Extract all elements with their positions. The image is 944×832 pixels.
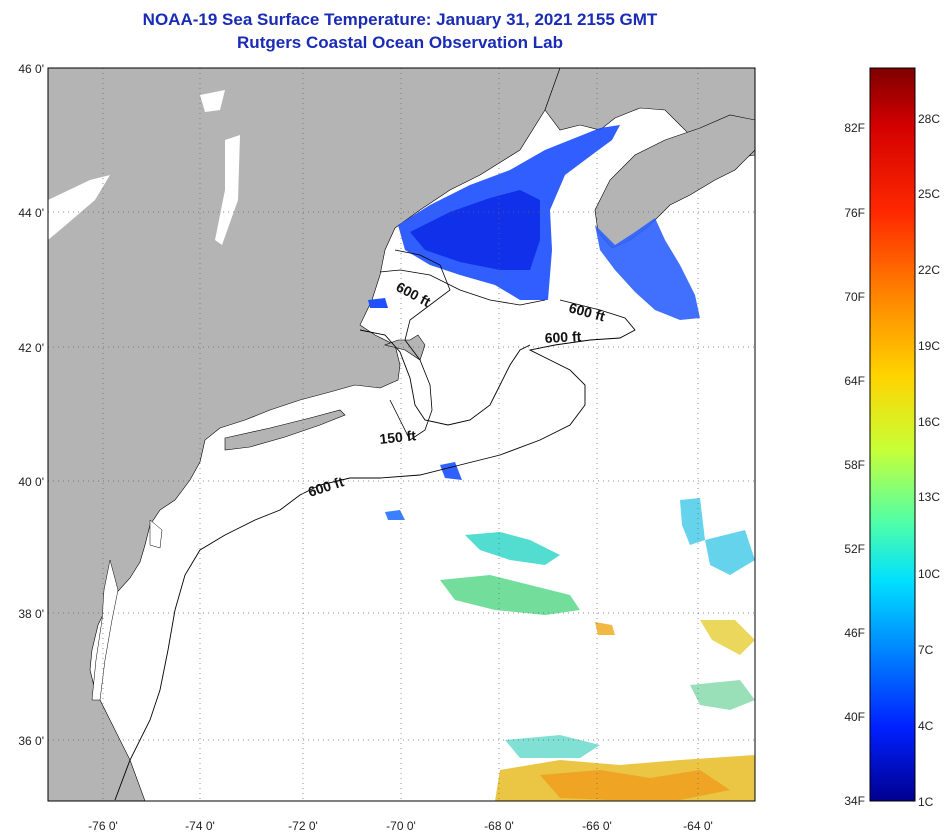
colorbar-c-label: 28C [918,112,940,126]
lon-tick-label: -66 0' [582,819,612,832]
sst-gulf-of-maine-dark [410,190,540,270]
colorbar-c-label: 1C [918,795,934,809]
contour-600ft [359,329,531,426]
lon-axis: -76 0' -74 0' -72 0' -70 0' -68 0' -66 0… [88,819,713,832]
lat-tick-label: 44 0' [18,206,44,220]
lon-tick-label: -76 0' [88,819,118,832]
sst-gulfstream-patch [680,498,705,545]
lat-tick-label: 38 0' [18,607,44,621]
colorbar-f-labels: 82F 76F 70F 64F 58F 52F 46F 40F 34F [844,121,865,808]
colorbar-c-labels: 28C 25C 22C 19C 16C 13C 10C 7C 4C 1C [918,112,940,809]
colorbar-c-label: 7C [918,643,934,657]
map-title: NOAA-19 Sea Surface Temperature: January… [142,10,658,29]
colorbar-f-label: 46F [844,626,865,640]
lat-tick-label: 36 0' [18,734,44,748]
contour-label: 150 ft [379,427,417,447]
lon-tick-label: -74 0' [185,819,215,832]
contour-150ft [389,249,451,441]
sst-gulfstream-patch [700,620,755,655]
chesapeake-bay [91,559,119,701]
lat-tick-label: 46 0' [18,62,44,76]
contour-600ft [379,269,546,306]
land-long-island [224,409,346,451]
sst-gulfstream-patch [690,680,755,710]
colorbar-c-label: 4C [918,719,934,733]
contour-label: 600 ft [544,328,582,346]
sst-gulfstream-patch [505,735,600,758]
sst-gulfstream-patch [705,530,755,575]
colorbar-f-label: 40F [844,710,865,724]
colorbar-c-label: 25C [918,187,940,201]
sst-small-patch [368,298,388,308]
map-frame [47,67,756,802]
map-subtitle: Rutgers Coastal Ocean Observation Lab [237,33,563,52]
lat-tick-label: 42 0' [18,341,44,355]
sst-small-patch [440,462,462,480]
sst-gulfstream-patch [595,622,615,635]
colorbar-f-label: 58F [844,458,865,472]
lat-tick-label: 40 0' [18,475,44,489]
colorbar-c-label: 13C [918,490,940,504]
lon-tick-label: -68 0' [484,819,514,832]
colorbar-c-label: 19C [918,339,940,353]
colorbar-f-label: 52F [844,542,865,556]
colorbar-c-label: 16C [918,415,940,429]
colorbar-c-label: 10C [918,567,940,581]
delaware-bay [149,519,163,549]
colorbar-f-label: 76F [844,206,865,220]
sst-gulfstream-patch [540,770,730,800]
sst-gulfstream-patch [440,575,580,615]
contour-600ft [114,299,636,801]
lake [48,175,110,240]
lon-tick-label: -64 0' [683,819,713,832]
colorbar-c-label: 22C [918,263,940,277]
lon-tick-label: -72 0' [288,819,318,832]
colorbar-f-label: 70F [844,290,865,304]
colorbar-f-label: 82F [844,121,865,135]
sst-gulfstream-patch [465,532,560,565]
graticule [48,68,755,801]
temperature-colorbar [869,67,916,802]
lat-axis: 46 0' 44 0' 42 0' 40 0' 38 0' 36 0' [18,62,44,748]
lon-tick-label: -70 0' [386,819,416,832]
lake [215,135,240,245]
colorbar-f-label: 64F [844,374,865,388]
sst-scotian-shelf [595,218,700,320]
lake [200,90,225,112]
colorbar-f-label: 34F [844,794,865,808]
sst-small-patch [385,510,405,520]
